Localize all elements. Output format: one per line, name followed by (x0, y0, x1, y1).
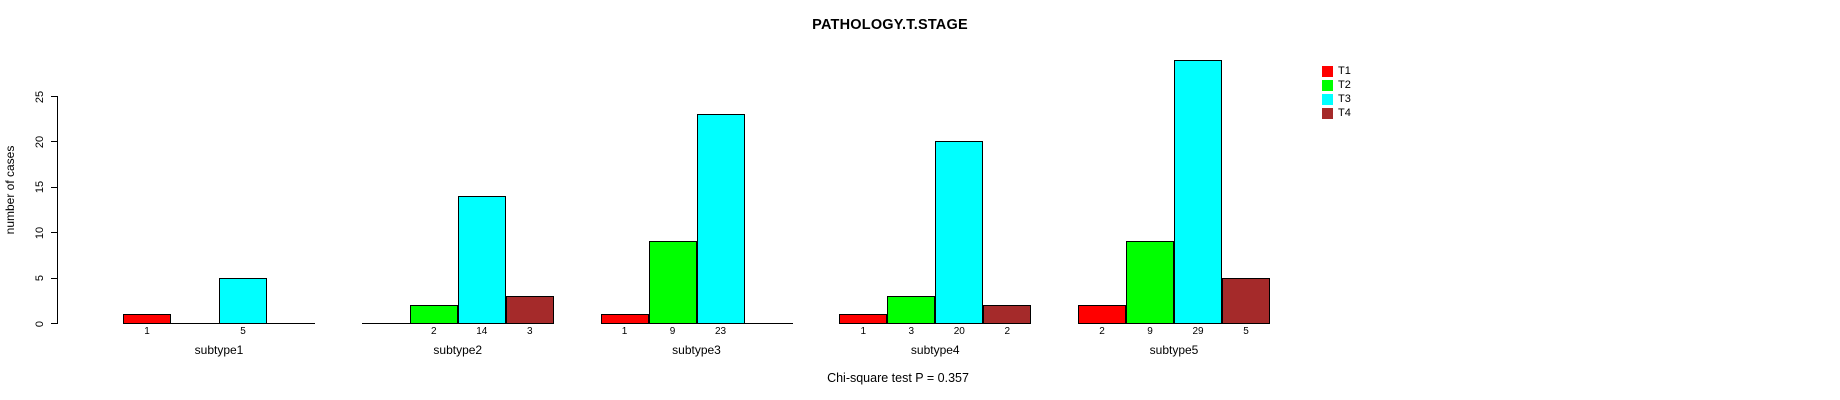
y-axis-tick-label: 25 (34, 90, 46, 103)
legend-swatch-T4 (1322, 108, 1333, 119)
bar-value-label: 3 (526, 326, 533, 337)
bar-T4-subtype5 (1222, 278, 1270, 324)
bar-T1-subtype5 (1078, 305, 1126, 324)
bar-T1-subtype1 (123, 314, 171, 324)
bar-value-label: 29 (1192, 326, 1204, 337)
y-axis-title: number of cases (3, 145, 17, 235)
legend-item: T1 (1322, 66, 1351, 77)
bar-value-label: 14 (476, 326, 488, 337)
bar-T2-subtype2 (409, 305, 458, 324)
bar-value-label: 5 (1243, 326, 1249, 337)
legend-label: T1 (1338, 65, 1351, 77)
y-axis-tick-label: 0 (34, 320, 46, 327)
bar-T1-subtype4 (839, 314, 888, 324)
y-axis-tick-label: 20 (34, 135, 46, 149)
y-axis-tick (51, 277, 57, 279)
bar-T2-subtype5 (1126, 241, 1174, 324)
category-label: subtype5 (1149, 343, 1199, 357)
category-label: subtype4 (910, 343, 960, 357)
y-axis-tick-label: 5 (34, 275, 46, 282)
y-axis-tick-label: 10 (34, 226, 46, 239)
legend-swatch-T2 (1322, 80, 1333, 91)
y-axis-tick (51, 141, 57, 143)
y-axis-line (57, 96, 58, 324)
bar-T4-subtype4 (983, 305, 1032, 324)
bar-T2-subtype4 (887, 296, 936, 324)
bar-T3-subtype4 (935, 141, 984, 324)
bar-value-label: 5 (240, 326, 246, 337)
bar-T3-subtype2 (457, 196, 506, 324)
bar-T2-subtype3 (648, 241, 697, 324)
bar-T3-subtype1 (219, 278, 267, 324)
legend-swatch-T1 (1322, 66, 1333, 77)
y-axis-tick (51, 323, 57, 324)
chart-title: PATHOLOGY.T.STAGE (812, 17, 968, 33)
legend-label: T2 (1338, 79, 1351, 91)
bar-value-label: 1 (144, 326, 150, 337)
bar-value-label: 20 (953, 326, 965, 337)
legend-label: T4 (1338, 107, 1351, 119)
bar-value-label: 1 (621, 326, 628, 337)
bar-value-label: 9 (669, 326, 676, 337)
bar-value-label: 1 (860, 326, 867, 337)
chi-square-annotation: Chi-square test P = 0.357 (827, 371, 969, 385)
bar-T3-subtype3 (696, 114, 745, 324)
legend: T1 T2 T3 T4 (1322, 66, 1351, 122)
bar-T4-subtype2 (505, 296, 554, 324)
category-label: subtype3 (672, 343, 721, 357)
bar-T3-subtype5 (1174, 60, 1222, 324)
bar-value-label: 23 (714, 326, 727, 337)
bar-value-label: 2 (1099, 326, 1105, 337)
legend-item: T3 (1322, 94, 1351, 105)
y-axis-tick (51, 186, 57, 188)
legend-swatch-T3 (1322, 94, 1333, 105)
category-label: subtype1 (194, 343, 244, 357)
bar-value-label: 2 (430, 326, 437, 337)
legend-label: T3 (1338, 93, 1351, 105)
legend-item: T4 (1322, 108, 1351, 119)
bar-value-label: 3 (908, 326, 915, 337)
category-label: subtype2 (433, 343, 483, 357)
legend-item: T2 (1322, 80, 1351, 91)
bar-T1-subtype3 (600, 314, 649, 324)
y-axis-tick (51, 96, 57, 97)
bar-value-label: 2 (1004, 326, 1011, 337)
bar-value-label: 9 (1147, 326, 1153, 337)
y-axis-tick (51, 232, 57, 234)
y-axis-tick-label: 15 (34, 181, 46, 194)
